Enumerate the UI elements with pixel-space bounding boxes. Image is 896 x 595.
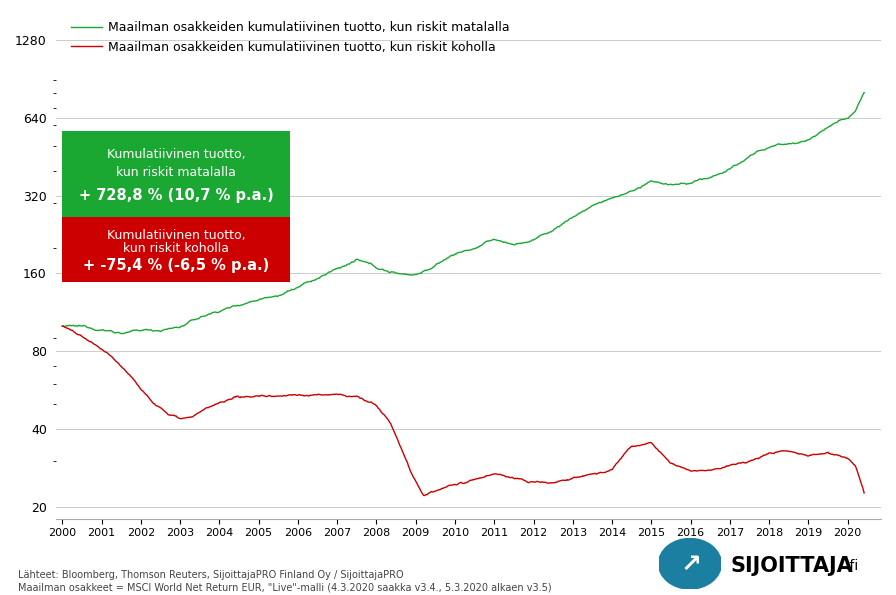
Maailman osakkeiden kumulatiivinen tuotto, kun riskit matalalla — [591, 200, 602, 207]
Maailman osakkeiden kumulatiivinen tuotto, kun riskit matalalla — [117, 330, 128, 337]
Maailman osakkeiden kumulatiivinen tuotto, kun riskit matalalla — [292, 284, 303, 291]
Maailman osakkeiden kumulatiivinen tuotto, kun riskit matalalla — [795, 139, 806, 146]
Text: Kumulatiivinen tuotto,: Kumulatiivinen tuotto, — [107, 148, 246, 161]
Text: ↗: ↗ — [681, 553, 702, 577]
Maailman osakkeiden kumulatiivinen tuotto, kun riskit koholla — [592, 469, 603, 477]
Maailman osakkeiden kumulatiivinen tuotto, kun riskit matalalla — [858, 89, 869, 96]
Text: Kumulatiivinen tuotto,: Kumulatiivinen tuotto, — [107, 228, 246, 242]
Maailman osakkeiden kumulatiivinen tuotto, kun riskit koholla — [418, 492, 429, 499]
Maailman osakkeiden kumulatiivinen tuotto, kun riskit koholla — [57, 322, 68, 330]
Maailman osakkeiden kumulatiivinen tuotto, kun riskit matalalla — [196, 313, 207, 320]
Ellipse shape — [659, 538, 721, 589]
Maailman osakkeiden kumulatiivinen tuotto, kun riskit matalalla — [586, 203, 597, 210]
Text: + -75,4 % (-6,5 % p.a.): + -75,4 % (-6,5 % p.a.) — [83, 258, 270, 273]
Text: kun riskit matalalla: kun riskit matalalla — [116, 165, 237, 178]
Maailman osakkeiden kumulatiivinen tuotto, kun riskit koholla — [196, 407, 207, 414]
Maailman osakkeiden kumulatiivinen tuotto, kun riskit matalalla — [57, 322, 68, 330]
FancyBboxPatch shape — [63, 217, 290, 282]
Maailman osakkeiden kumulatiivinen tuotto, kun riskit matalalla — [79, 322, 90, 329]
Maailman osakkeiden kumulatiivinen tuotto, kun riskit koholla — [292, 392, 303, 399]
Maailman osakkeiden kumulatiivinen tuotto, kun riskit koholla — [80, 335, 90, 342]
Text: kun riskit koholla: kun riskit koholla — [124, 242, 229, 255]
FancyBboxPatch shape — [63, 131, 290, 217]
Text: SIJOITTAJA: SIJOITTAJA — [730, 556, 853, 577]
Text: Lähteet: Bloomberg, Thomson Reuters, SijoittajaPRO Finland Oy / SijoittajaPRO
Ma: Lähteet: Bloomberg, Thomson Reuters, Sij… — [18, 571, 552, 592]
Legend: Maailman osakkeiden kumulatiivinen tuotto, kun riskit matalalla, Maailman osakke: Maailman osakkeiden kumulatiivinen tuott… — [71, 21, 510, 54]
Text: .fi: .fi — [846, 559, 859, 574]
Text: + 728,8 % (10,7 % p.a.): + 728,8 % (10,7 % p.a.) — [79, 188, 273, 203]
Maailman osakkeiden kumulatiivinen tuotto, kun riskit koholla — [796, 450, 806, 458]
Line: Maailman osakkeiden kumulatiivinen tuotto, kun riskit matalalla: Maailman osakkeiden kumulatiivinen tuott… — [63, 93, 864, 334]
Maailman osakkeiden kumulatiivinen tuotto, kun riskit koholla — [858, 489, 869, 496]
Maailman osakkeiden kumulatiivinen tuotto, kun riskit koholla — [587, 471, 598, 478]
Line: Maailman osakkeiden kumulatiivinen tuotto, kun riskit koholla: Maailman osakkeiden kumulatiivinen tuott… — [63, 326, 864, 496]
Maailman osakkeiden kumulatiivinen tuotto, kun riskit koholla — [57, 322, 68, 330]
